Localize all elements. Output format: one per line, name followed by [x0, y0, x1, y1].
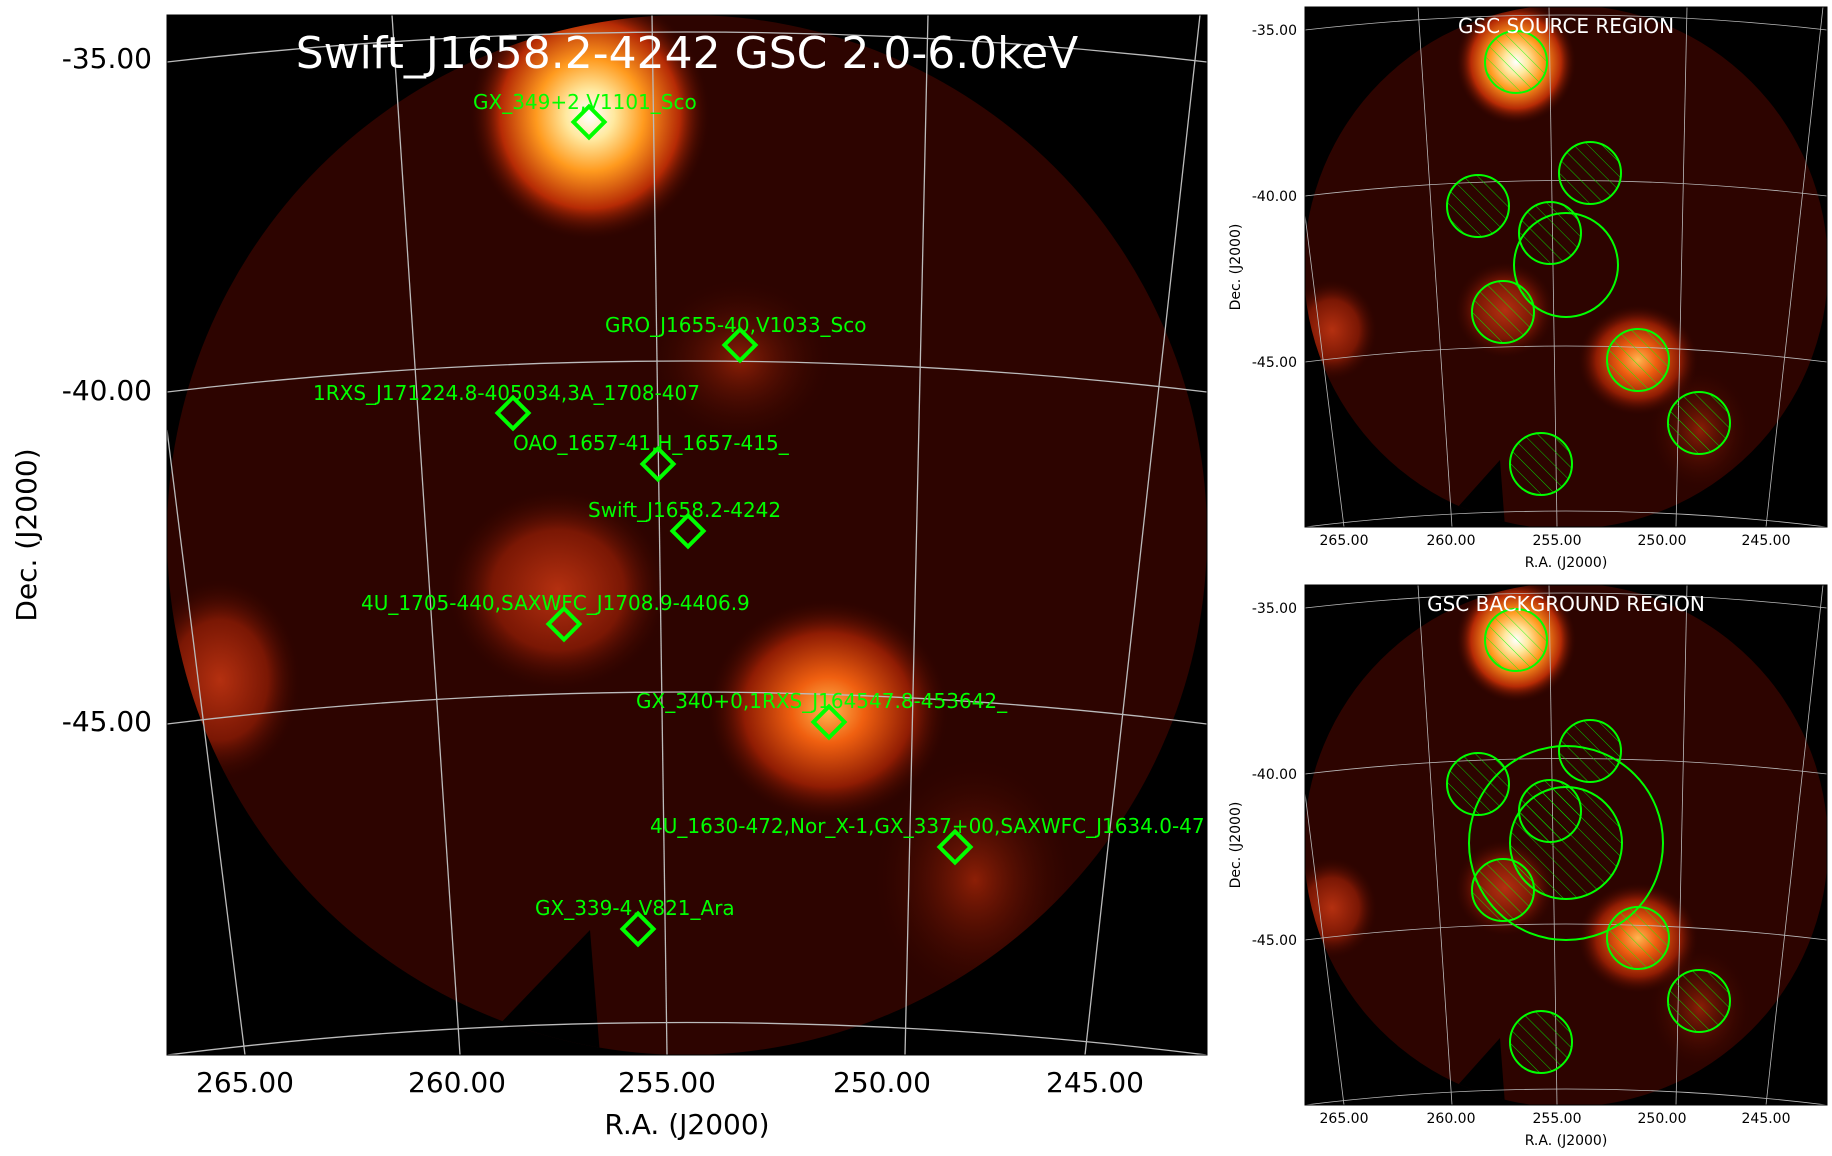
marker-4u1630 — [936, 828, 974, 866]
source-label: GRO_J1655-40,V1033_Sco — [605, 313, 866, 337]
source-label: OAO_1657-41,H_1657-415_ — [513, 431, 790, 455]
x-tick-label: 250.00 — [1638, 533, 1687, 549]
x-tick-label: 260.00 — [1427, 1111, 1476, 1127]
marker-gx349 — [570, 103, 608, 141]
src-exclusion-circle — [1446, 174, 1510, 238]
x-tick-label: 260.00 — [1427, 533, 1476, 549]
main-frame — [166, 14, 1208, 1056]
marker-1rxs1712 — [494, 394, 532, 432]
source-label: GX_349+2,V1101_Sco — [473, 90, 697, 114]
main-blob-gx349 — [470, 15, 710, 240]
src-x-axis-label: R.A. (J2000) — [1525, 555, 1608, 571]
x-tick-label: 255.00 — [1533, 1111, 1582, 1127]
y-tick-label: -40.00 — [1252, 189, 1297, 205]
y-tick-label: -45.00 — [1252, 933, 1297, 949]
src-exclusion-circle — [1471, 280, 1535, 344]
bkg-y-axis-label: Dec. (J2000) — [1228, 802, 1244, 889]
src-y-ticks: -35.00 -40.00 -45.00 — [1252, 23, 1297, 371]
x-tick-label: 265.00 — [1320, 1111, 1369, 1127]
main-grid — [167, 15, 1207, 1055]
x-tick-label: 250.00 — [1638, 1111, 1687, 1127]
x-tick-label: 255.00 — [618, 1066, 716, 1099]
y-tick-label: -40.00 — [62, 374, 152, 407]
x-tick-label: 245.00 — [1742, 533, 1791, 549]
src-blob-left — [1305, 280, 1377, 380]
src-source-circle — [1513, 212, 1619, 318]
bkg-regions — [1446, 608, 1731, 1074]
marker-gx340 — [810, 703, 848, 741]
source-region-panel: GSC SOURCE REGION -35.00 -40.00 -45.00 2… — [1228, 6, 1828, 571]
source-label: 4U_1705-440,SAXWFC_J1708.9-4406.9 — [361, 591, 750, 615]
bkg-exclusion-circle — [1667, 969, 1731, 1033]
src-title: GSC SOURCE REGION — [1458, 14, 1674, 38]
source-label: 4U_1630-472,Nor_X-1,GX_337+00,SAXWFC_J16… — [650, 814, 1205, 838]
bkg-x-ticks: 265.00 260.00 255.00 250.00 245.00 — [1320, 1111, 1791, 1127]
x-tick-label: 245.00 — [1742, 1111, 1791, 1127]
main-y-axis-label: Dec. (J2000) — [10, 448, 43, 621]
bkg-exclusion-circle — [1446, 752, 1510, 816]
y-tick-label: -45.00 — [1252, 355, 1297, 371]
src-exclusion-circle — [1558, 141, 1622, 205]
bkg-title: GSC BACKGROUND REGION — [1427, 592, 1705, 616]
bkg-exclusion-circle — [1471, 858, 1535, 922]
bkg-exclusion-circle — [1518, 779, 1582, 843]
x-tick-label: 250.00 — [833, 1066, 931, 1099]
src-exclusion-circle — [1606, 328, 1670, 392]
x-tick-label: 260.00 — [408, 1066, 506, 1099]
src-x-ticks: 265.00 260.00 255.00 250.00 245.00 — [1320, 533, 1791, 549]
y-tick-label: -35.00 — [1252, 23, 1297, 39]
bkg-exclusion-circle — [1509, 1010, 1573, 1074]
x-tick-label: 245.00 — [1046, 1066, 1144, 1099]
main-x-ticks: 265.00 260.00 255.00 250.00 245.00 — [196, 1066, 1144, 1099]
marker-4u1705 — [545, 605, 583, 643]
main-source-markers — [494, 103, 974, 948]
main-y-ticks: -35.00 -40.00 -45.00 — [62, 42, 152, 738]
main-x-axis-label: R.A. (J2000) — [604, 1108, 769, 1141]
src-y-axis-label: Dec. (J2000) — [1228, 224, 1244, 311]
bkg-y-ticks: -35.00 -40.00 -45.00 — [1252, 601, 1297, 949]
src-exclusion-circle — [1518, 201, 1582, 265]
bkg-exclusion-circle — [1484, 608, 1548, 672]
main-title: Swift_J1658.2-4242 GSC 2.0-6.0keV — [296, 28, 1079, 79]
background-region-panel: GSC BACKGROUND REGION -35.00 -40.00 -45.… — [1228, 584, 1828, 1149]
marker-swift1658 — [669, 512, 707, 550]
bkg-blob-left — [1305, 858, 1377, 958]
main-panel: Swift_J1658.2-4242 GSC 2.0-6.0keV GX_349… — [10, 14, 1208, 1141]
main-source-labels: GX_349+2,V1101_Sco GRO_J1655-40,V1033_Sc… — [313, 90, 1205, 920]
y-tick-label: -40.00 — [1252, 767, 1297, 783]
y-tick-label: -45.00 — [62, 705, 152, 738]
marker-gro1655 — [721, 326, 759, 364]
main-blob-4u1705 — [448, 490, 668, 690]
source-label: Swift_J1658.2-4242 — [588, 498, 781, 522]
y-tick-label: -35.00 — [62, 42, 152, 75]
bkg-exclusion-circle — [1558, 719, 1622, 783]
src-exclusion-circle — [1667, 391, 1731, 455]
bkg-exclusion-circle — [1606, 906, 1670, 970]
x-tick-label: 265.00 — [196, 1066, 294, 1099]
source-label: 1RXS_J171224.8-405034,3A_1708-407 — [313, 381, 700, 405]
marker-oao1657 — [639, 445, 677, 483]
y-tick-label: -35.00 — [1252, 601, 1297, 617]
x-tick-label: 265.00 — [1320, 533, 1369, 549]
source-label: GX_340+0,1RXS_J164547.8-453642_ — [636, 689, 1008, 713]
x-tick-label: 255.00 — [1533, 533, 1582, 549]
bkg-x-axis-label: R.A. (J2000) — [1525, 1133, 1608, 1149]
main-blob-left — [167, 580, 300, 780]
marker-gx339 — [619, 910, 657, 948]
src-exclusion-circle — [1509, 432, 1573, 496]
bkg-frame — [1304, 584, 1828, 1106]
bkg-grid — [1305, 585, 1827, 1105]
source-label: GX_339-4,V821_Ara — [535, 896, 735, 920]
src-grid — [1305, 7, 1827, 527]
src-exclusion-circle — [1484, 30, 1548, 94]
src-frame — [1304, 6, 1828, 528]
src-regions — [1446, 30, 1731, 496]
